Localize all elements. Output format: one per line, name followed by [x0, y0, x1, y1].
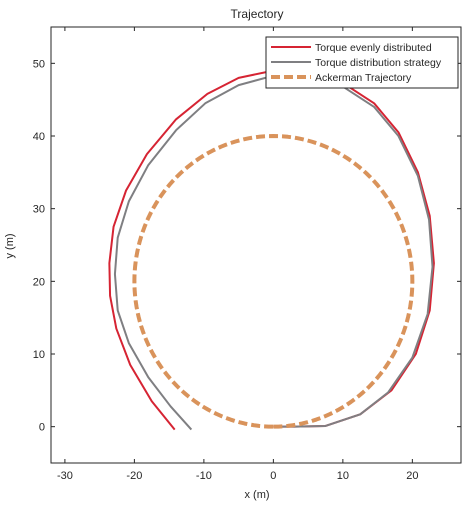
- series-line-ackerman-trajectory: [132, 134, 415, 429]
- x-tick-label: 0: [270, 470, 276, 482]
- y-tick-label: 50: [33, 58, 45, 70]
- chart-title: Trajectory: [231, 7, 284, 21]
- axis-ticks: -30 -20 -10 0 10 20 0 10 20 30 40 50: [33, 27, 461, 482]
- x-tick-label: -10: [196, 470, 212, 482]
- legend: Torque evenly distributed Torque distribu…: [265, 36, 459, 89]
- legend-label: Ackerman Trajectory: [315, 72, 412, 84]
- x-tick-label: 20: [406, 470, 418, 482]
- y-tick-label: 20: [33, 276, 45, 288]
- y-tick-label: 0: [39, 422, 45, 434]
- x-tick-label: -20: [126, 470, 142, 482]
- x-axis-label: x (m): [244, 489, 269, 501]
- legend-label: Torque distribution strategy: [315, 57, 442, 69]
- x-tick-label: 10: [337, 470, 349, 482]
- x-tick-label: -30: [57, 470, 73, 482]
- legend-label: Torque evenly distributed: [315, 42, 432, 54]
- y-tick-label: 10: [33, 349, 45, 361]
- y-axis-label: y (m): [4, 233, 16, 258]
- y-tick-label: 40: [33, 131, 45, 143]
- y-tick-label: 30: [33, 204, 45, 216]
- axes-box: [50, 26, 462, 464]
